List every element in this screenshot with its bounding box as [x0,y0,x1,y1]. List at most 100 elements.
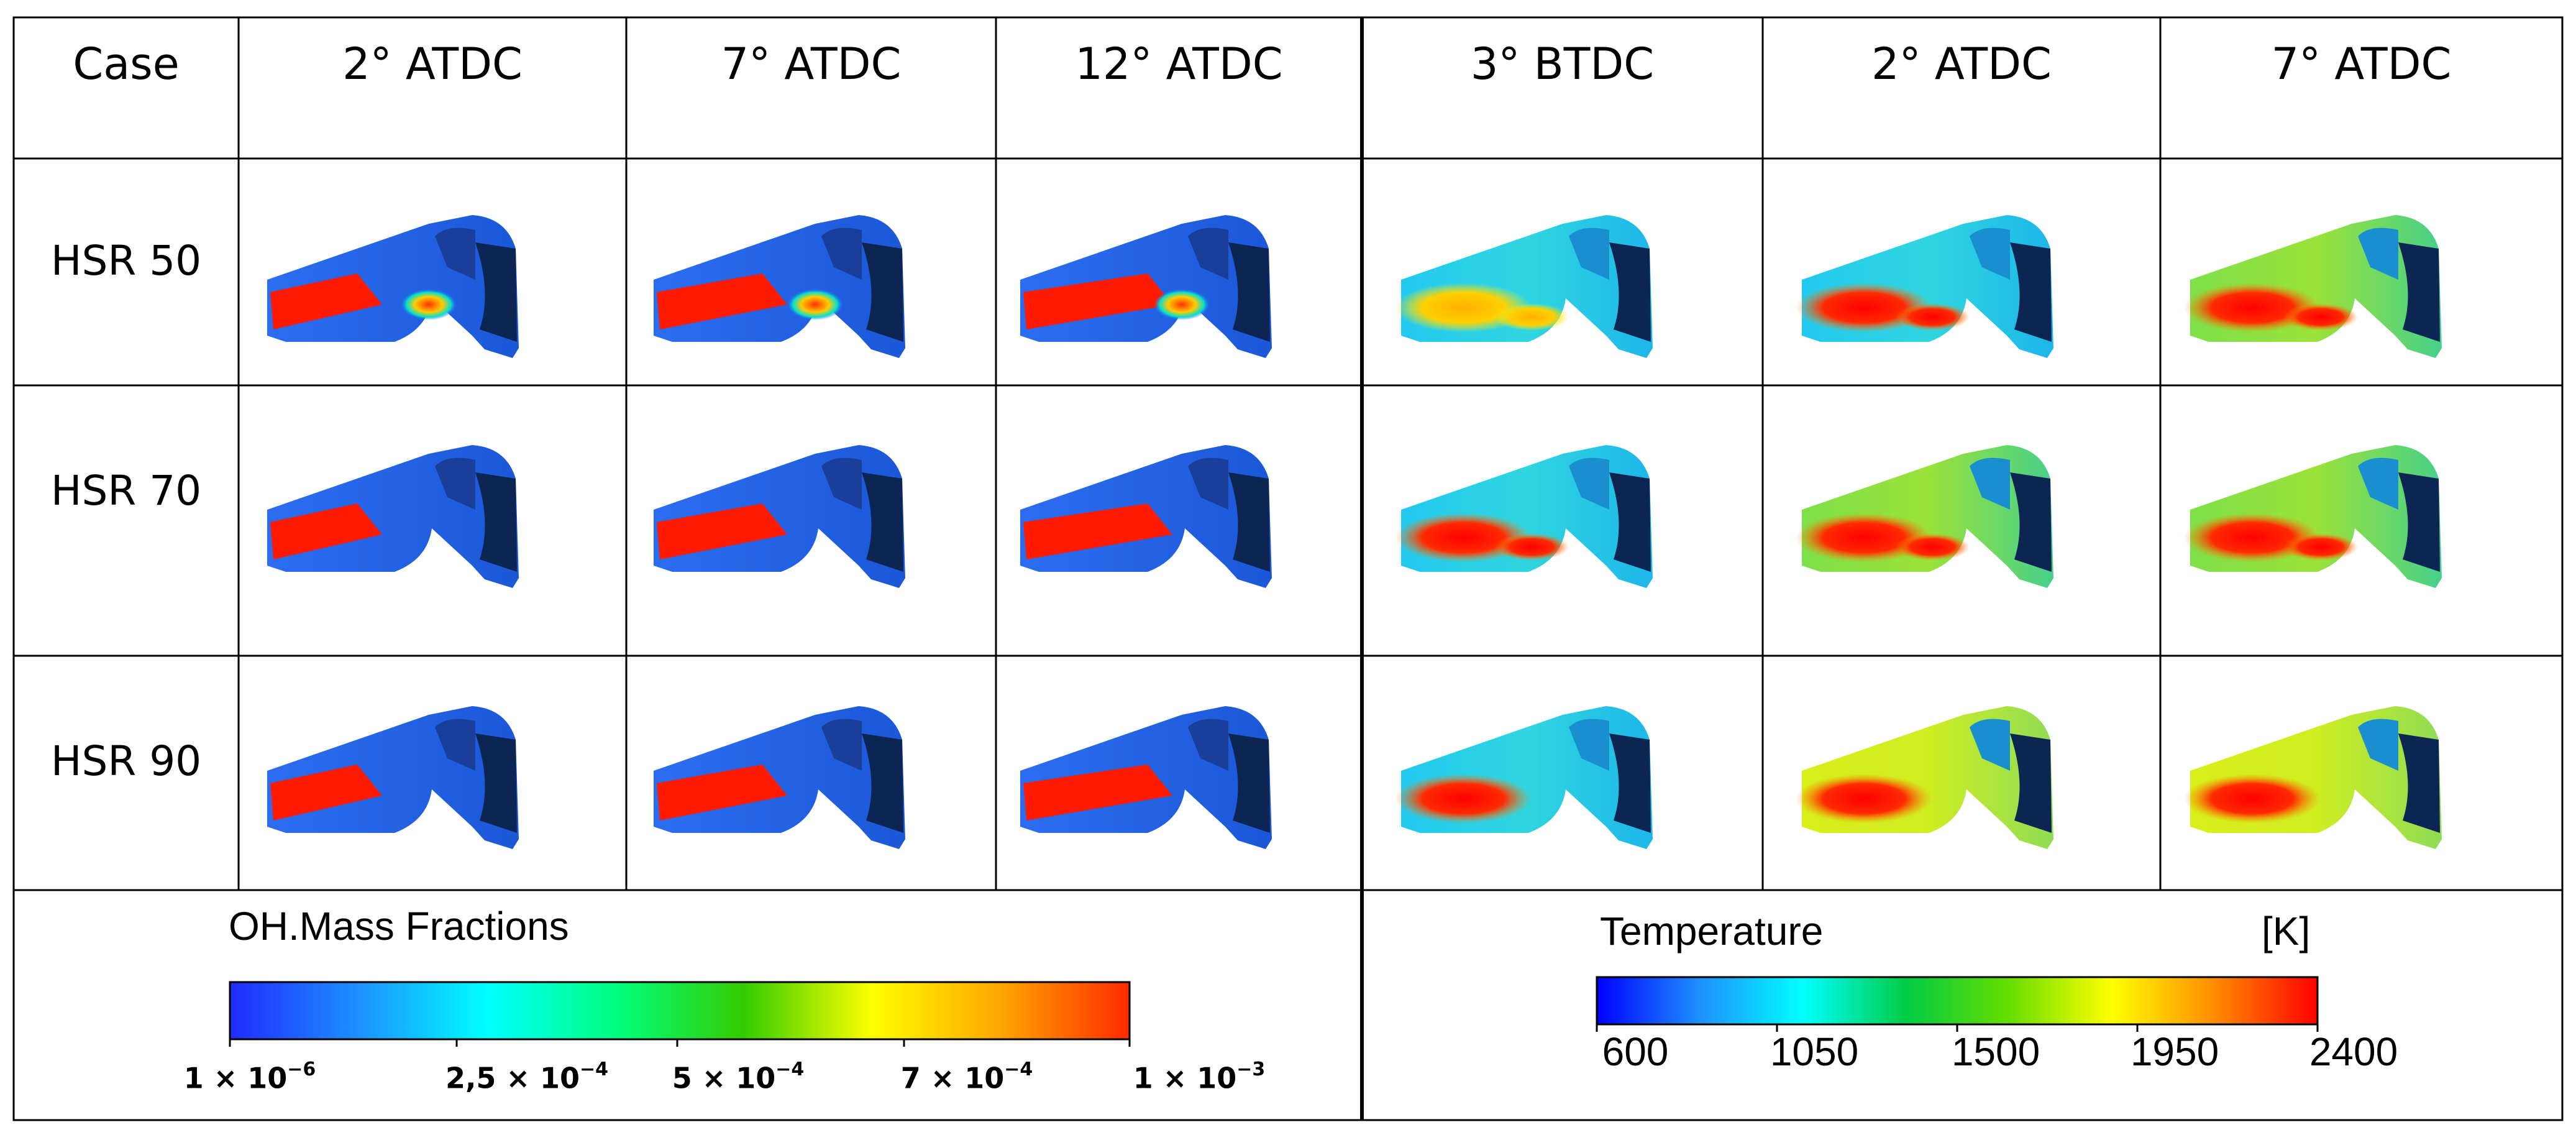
sim-cell [2184,215,2442,358]
bowl-wall [862,242,903,342]
sim-cell [1395,706,1653,849]
header-col-4: 3° BTDC [1470,39,1655,90]
bowl-rim [821,227,862,280]
header-case: Case [73,39,180,90]
temp-tick-label: 1950 [2130,1029,2219,1074]
temp-tick-label: 2400 [2309,1029,2398,1074]
temperature-legend-title: Temperature [1600,909,1824,953]
temperature-colorbar [1596,976,2319,1026]
bowl-rim [2358,719,2398,771]
bowl-rim [2358,457,2398,510]
bowl-rim [821,457,862,510]
row-label-hsr70: HSR 70 [50,467,202,515]
bowl-wall [2398,242,2440,342]
bowl-rim [1569,227,1609,280]
bowl-rim [435,227,475,280]
temp-hot-region [2283,303,2358,331]
bowl-rim [1970,457,2010,510]
sim-cell [267,215,519,358]
bowl-rim [1569,719,1609,771]
sim-cell [1796,445,2053,588]
sim-cell [267,706,519,849]
oh-swirl [401,289,457,320]
oh-hot-region [657,273,787,329]
temp-tick-label: 1050 [1770,1029,1859,1074]
sim-cell [1020,215,1272,358]
sim-cell [2184,706,2442,849]
bowl-rim [1569,457,1609,510]
oh-swirl [787,289,843,320]
oh-colorbar [229,981,1131,1041]
temp-hot-region [1494,533,1569,561]
temp-hot-region [2283,533,2358,561]
sim-cell [1395,215,1653,358]
temp-hot-region [1494,303,1569,331]
oh-tick-label: 1 × 10−6 [183,1059,316,1095]
header-col-5: 2° ATDC [1871,39,2052,90]
oh-hot-region [657,765,787,820]
row-label-hsr90: HSR 90 [50,737,202,785]
oh-tick-label: 5 × 10−4 [672,1059,805,1095]
bowl-rim [435,457,475,510]
oh-hot-region [270,765,382,820]
bowl-wall [1228,472,1270,572]
oh-hot-region [1023,765,1172,820]
bowl-wall [862,472,903,572]
sim-cell [654,706,905,849]
bowl-rim [1188,719,1228,771]
header-col-2: 7° ATDC [721,39,902,90]
oh-hot-region [657,503,787,559]
bowl-wall [1609,733,1651,833]
oh-tick-label: 2,5 × 10−4 [445,1059,609,1095]
bowl-wall [2010,242,2052,342]
bowl-wall [862,733,903,833]
temp-tick-label: 600 [1602,1029,1669,1074]
sim-cell [1796,215,2053,358]
oh-hot-region [270,273,382,329]
sim-cell [267,445,519,588]
table-grid [12,16,2564,1121]
sim-cell [1020,445,1272,588]
bowl-rim [821,719,862,771]
bowl-rim [2358,227,2398,280]
sim-cell [1395,445,1653,588]
bowl-wall [475,733,517,833]
simulation-cells [267,215,2442,849]
bowl-wall [1228,733,1270,833]
bowl-wall [1609,242,1651,342]
oh-hot-region [270,503,382,559]
header-col-1: 2° ATDC [342,39,523,90]
sim-cell [1796,706,2053,849]
bowl-wall [2010,733,2052,833]
bowl-wall [475,242,517,342]
oh-hot-region [1023,503,1172,559]
temp-hot-region [1895,303,1970,331]
row-label-hsr50: HSR 50 [50,237,202,285]
bowl-rim [435,719,475,771]
header-col-3: 12° ATDC [1075,39,1283,90]
bowl-wall [475,472,517,572]
header-col-6: 7° ATDC [2271,39,2452,90]
oh-legend-title: OH.Mass Fractions [229,904,569,949]
sim-cell [1020,706,1272,849]
sim-cell [654,445,905,588]
bowl-wall [2398,472,2440,572]
temp-hot-region [1395,774,1532,824]
bowl-wall [1228,242,1270,342]
oh-hot-region [1023,273,1172,329]
bowl-rim [1188,227,1228,280]
bowl-rim [1970,719,2010,771]
bowl-wall [1609,472,1651,572]
bowl-wall [2010,472,2052,572]
sim-cell [654,215,905,358]
temperature-legend-unit: [K] [2262,909,2311,953]
bowl-rim [1188,457,1228,510]
temp-hot-region [1796,774,1932,824]
bowl-wall [2398,733,2440,833]
sim-cell [2184,445,2442,588]
bowl-rim [1970,227,2010,280]
oh-tick-label: 1 × 10−3 [1133,1059,1266,1095]
oh-swirl [1154,289,1210,320]
temp-tick-label: 1500 [1951,1029,2040,1074]
